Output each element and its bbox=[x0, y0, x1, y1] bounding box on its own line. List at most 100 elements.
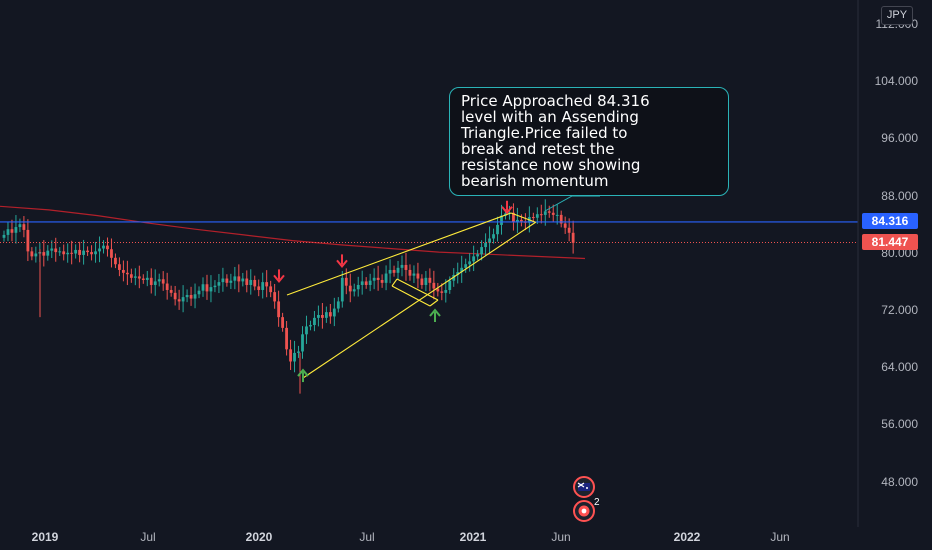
candle-body bbox=[50, 248, 54, 251]
candle-body bbox=[185, 294, 189, 298]
candle-body bbox=[106, 245, 109, 250]
candle-body bbox=[555, 214, 559, 216]
candle-body bbox=[213, 285, 217, 288]
candle-body bbox=[468, 261, 472, 265]
price-axis[interactable]: 112.000104.00096.00088.00080.00072.00064… bbox=[875, 17, 919, 489]
candle-body bbox=[448, 280, 452, 290]
candle-body bbox=[209, 287, 213, 292]
candle-body bbox=[305, 326, 308, 335]
buy-arrow-icon bbox=[429, 308, 441, 323]
candle-body bbox=[444, 289, 448, 293]
candle-body bbox=[563, 223, 567, 228]
news-event-icon[interactable] bbox=[573, 500, 595, 522]
candle-body bbox=[520, 219, 523, 222]
candle-body bbox=[376, 277, 380, 280]
candle-body bbox=[512, 212, 515, 223]
trendline bbox=[391, 278, 398, 287]
time-axis[interactable]: 2019 Jul 2020 Jul 2021 Jun 2022 Jun bbox=[32, 530, 790, 544]
candle-body bbox=[535, 214, 539, 218]
x-tick-label: Jun bbox=[551, 530, 570, 544]
candle-body bbox=[62, 251, 66, 255]
candle-body bbox=[197, 290, 201, 295]
candle-body bbox=[137, 276, 141, 279]
candle-body bbox=[86, 250, 89, 253]
candle-body bbox=[336, 301, 340, 309]
trendline bbox=[510, 212, 536, 223]
candle-body bbox=[173, 292, 177, 300]
candle-body bbox=[102, 245, 105, 249]
candle-body bbox=[245, 278, 249, 285]
candle-body bbox=[352, 289, 356, 292]
trendline-drawings bbox=[286, 195, 600, 379]
candle-body bbox=[229, 280, 233, 283]
australia-flag-icon bbox=[577, 482, 590, 491]
candle-body bbox=[225, 278, 229, 283]
alert-dot-icon bbox=[578, 505, 590, 517]
candle-body bbox=[496, 224, 499, 235]
candle-body bbox=[241, 278, 245, 282]
trendline bbox=[391, 285, 431, 307]
candle-body bbox=[464, 264, 468, 268]
candle-body bbox=[396, 267, 400, 273]
candle-body bbox=[54, 248, 58, 253]
candle-body bbox=[217, 282, 221, 286]
candle-body bbox=[543, 211, 547, 215]
candle-body bbox=[551, 212, 555, 215]
candle-body bbox=[547, 211, 551, 213]
candle-body bbox=[456, 272, 460, 275]
candle-body bbox=[26, 229, 30, 252]
candle-body bbox=[114, 257, 117, 265]
candle-body bbox=[237, 276, 241, 282]
candle-body bbox=[22, 224, 26, 230]
candle-body bbox=[98, 248, 101, 252]
candle-body bbox=[273, 292, 277, 302]
sell-arrow-icon bbox=[501, 200, 513, 215]
annotation-callout[interactable] bbox=[449, 87, 729, 196]
x-tick-label: 2021 bbox=[460, 530, 487, 544]
candle-body bbox=[424, 277, 428, 285]
candle-body bbox=[516, 219, 519, 223]
candle-body bbox=[340, 277, 344, 302]
candle-body bbox=[205, 284, 209, 292]
candle-body bbox=[400, 264, 404, 268]
candle-body bbox=[14, 227, 18, 233]
candle-body bbox=[133, 276, 137, 278]
candle-body bbox=[90, 252, 93, 255]
candle-body bbox=[384, 273, 388, 283]
candle-body bbox=[70, 252, 74, 254]
candle-body bbox=[221, 278, 225, 283]
trendline bbox=[286, 212, 512, 296]
candle-body bbox=[177, 299, 181, 302]
y-tick-label: 104.000 bbox=[875, 74, 919, 88]
levels-layer bbox=[0, 0, 859, 527]
y-tick-label: 88.000 bbox=[881, 189, 918, 203]
candle-body bbox=[380, 279, 384, 283]
candle-body bbox=[66, 252, 70, 255]
candle-body bbox=[360, 281, 364, 285]
candle-body bbox=[285, 327, 288, 350]
candle-body bbox=[253, 279, 257, 287]
candle-body bbox=[169, 289, 173, 293]
candle-body bbox=[10, 229, 14, 233]
trendline bbox=[429, 299, 439, 307]
candle-body bbox=[368, 280, 372, 285]
flag-event-icon[interactable] bbox=[573, 476, 595, 498]
last-price-tag: 81.447 bbox=[862, 234, 918, 250]
candle-body bbox=[388, 269, 392, 274]
candle-body bbox=[189, 294, 193, 299]
candle-body bbox=[364, 281, 368, 285]
candle-body bbox=[281, 317, 284, 328]
candle-body bbox=[488, 238, 491, 243]
candle-body bbox=[317, 315, 320, 318]
candle-body bbox=[165, 283, 169, 290]
candle-body bbox=[484, 242, 487, 248]
candle-body bbox=[289, 349, 292, 362]
buy-arrow-icon bbox=[297, 368, 309, 383]
y-tick-label: 72.000 bbox=[881, 303, 918, 317]
candle-body bbox=[476, 254, 480, 257]
x-tick-label: 2020 bbox=[246, 530, 273, 544]
currency-button[interactable]: JPY bbox=[881, 6, 913, 25]
candle-body bbox=[141, 278, 145, 280]
candle-body bbox=[129, 274, 133, 278]
